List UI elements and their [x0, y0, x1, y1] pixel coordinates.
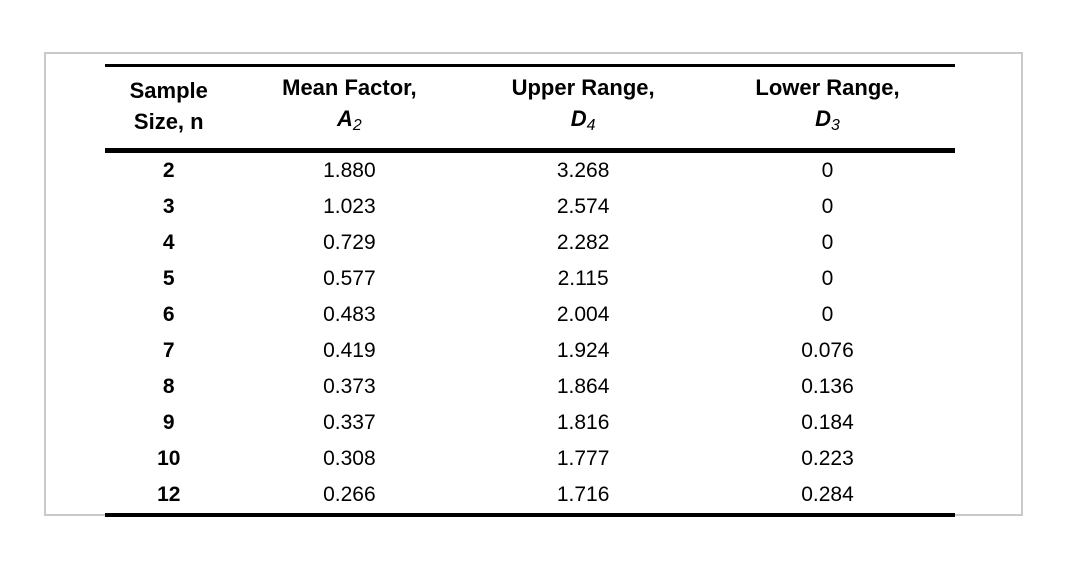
table-body: 2 1.880 3.268 0 3 1.023 2.574 0 4 0.729 2.282 0 5 0.5… — [105, 150, 955, 515]
cell-d4: 2.115 — [557, 266, 609, 290]
cell-a2: 0.577 — [323, 266, 376, 290]
cell-n: 6 — [162, 302, 175, 326]
cell-d4: 2.282 — [556, 230, 610, 254]
table-row: 4 0.729 2.282 0 — [105, 225, 955, 261]
table-row: 5 0.577 2.115 0 — [105, 261, 955, 297]
header-line1: Lower Range, — [755, 75, 900, 100]
cell-n: 8 — [162, 374, 175, 398]
cell-n: 10 — [157, 446, 181, 470]
header-line1: Sample — [129, 78, 208, 104]
col-header-mean-factor: Mean Factor, A2 — [232, 65, 467, 153]
cell-d4: 2.004 — [556, 302, 610, 326]
cell-d3: 0 — [821, 302, 834, 326]
cell-d3: 0.076 — [801, 338, 854, 362]
table-row: 3 1.023 2.574 0 — [105, 189, 955, 225]
cell-n: 5 — [162, 266, 175, 290]
cell-n: 4 — [162, 230, 175, 254]
cell-n: 3 — [162, 194, 175, 218]
cell-a2: 1.880 — [323, 158, 376, 182]
table-row: 12 0.266 1.716 0.284 — [105, 477, 955, 515]
cell-d3: 0 — [821, 158, 834, 182]
header-symbol-d3: D3 — [815, 106, 840, 134]
cell-n: 7 — [162, 338, 175, 362]
cell-n: 9 — [162, 410, 175, 434]
cell-d4: 1.816 — [556, 410, 610, 434]
cell-a2: 0.729 — [323, 230, 376, 254]
table-row: 6 0.483 2.004 0 — [105, 297, 955, 333]
table-row: 7 0.419 1.924 0.076 — [105, 333, 955, 369]
cell-d3: 0.184 — [801, 410, 854, 434]
header-line1: Mean Factor, — [282, 75, 417, 100]
slide-frame: Sample Size, n Mean Factor, A2 Upper Ran… — [44, 52, 1023, 517]
cell-d3: 0.223 — [801, 446, 854, 470]
cell-n: 2 — [162, 158, 175, 182]
cell-d3: 0.136 — [801, 374, 854, 398]
col-header-upper-range: Upper Range, D4 — [466, 65, 700, 153]
header-row: Sample Size, n Mean Factor, A2 Upper Ran… — [105, 65, 955, 153]
cell-d4: 1.777 — [556, 446, 610, 470]
table-row: 9 0.337 1.816 0.184 — [105, 405, 955, 441]
table-row: 2 1.880 3.268 0 — [105, 150, 955, 189]
header-symbol-a2: A2 — [337, 106, 362, 134]
cell-d4: 1.716 — [556, 482, 610, 506]
cell-d3: 0 — [821, 230, 834, 254]
cell-a2: 0.373 — [323, 374, 376, 398]
cell-d3: 0 — [821, 266, 834, 290]
cell-d3: 0.284 — [801, 482, 854, 506]
cell-d4: 1.864 — [556, 374, 610, 398]
cell-a2: 0.266 — [323, 482, 376, 506]
cell-d3: 0 — [821, 194, 834, 218]
cell-d4: 3.268 — [556, 158, 610, 182]
cell-a2: 0.419 — [323, 338, 376, 362]
cell-a2: 0.308 — [323, 446, 376, 470]
cell-a2: 0.483 — [323, 302, 376, 326]
cell-d4: 2.574 — [556, 194, 610, 218]
col-header-lower-range: Lower Range, D3 — [700, 65, 955, 153]
control-chart-constants-table: Sample Size, n Mean Factor, A2 Upper Ran… — [105, 64, 955, 517]
table-row: 10 0.308 1.777 0.223 — [105, 441, 955, 477]
cell-a2: 0.337 — [323, 410, 376, 434]
cell-n: 12 — [157, 482, 181, 506]
header-line1: Upper Range, — [511, 75, 655, 100]
col-header-sample-size: Sample Size, n — [105, 65, 233, 153]
cell-a2: 1.023 — [323, 194, 376, 218]
table-row: 8 0.373 1.864 0.136 — [105, 369, 955, 405]
cell-d4: 1.924 — [556, 338, 610, 362]
header-symbol-d4: D4 — [570, 106, 596, 134]
header-line2: Size, n — [133, 109, 204, 135]
